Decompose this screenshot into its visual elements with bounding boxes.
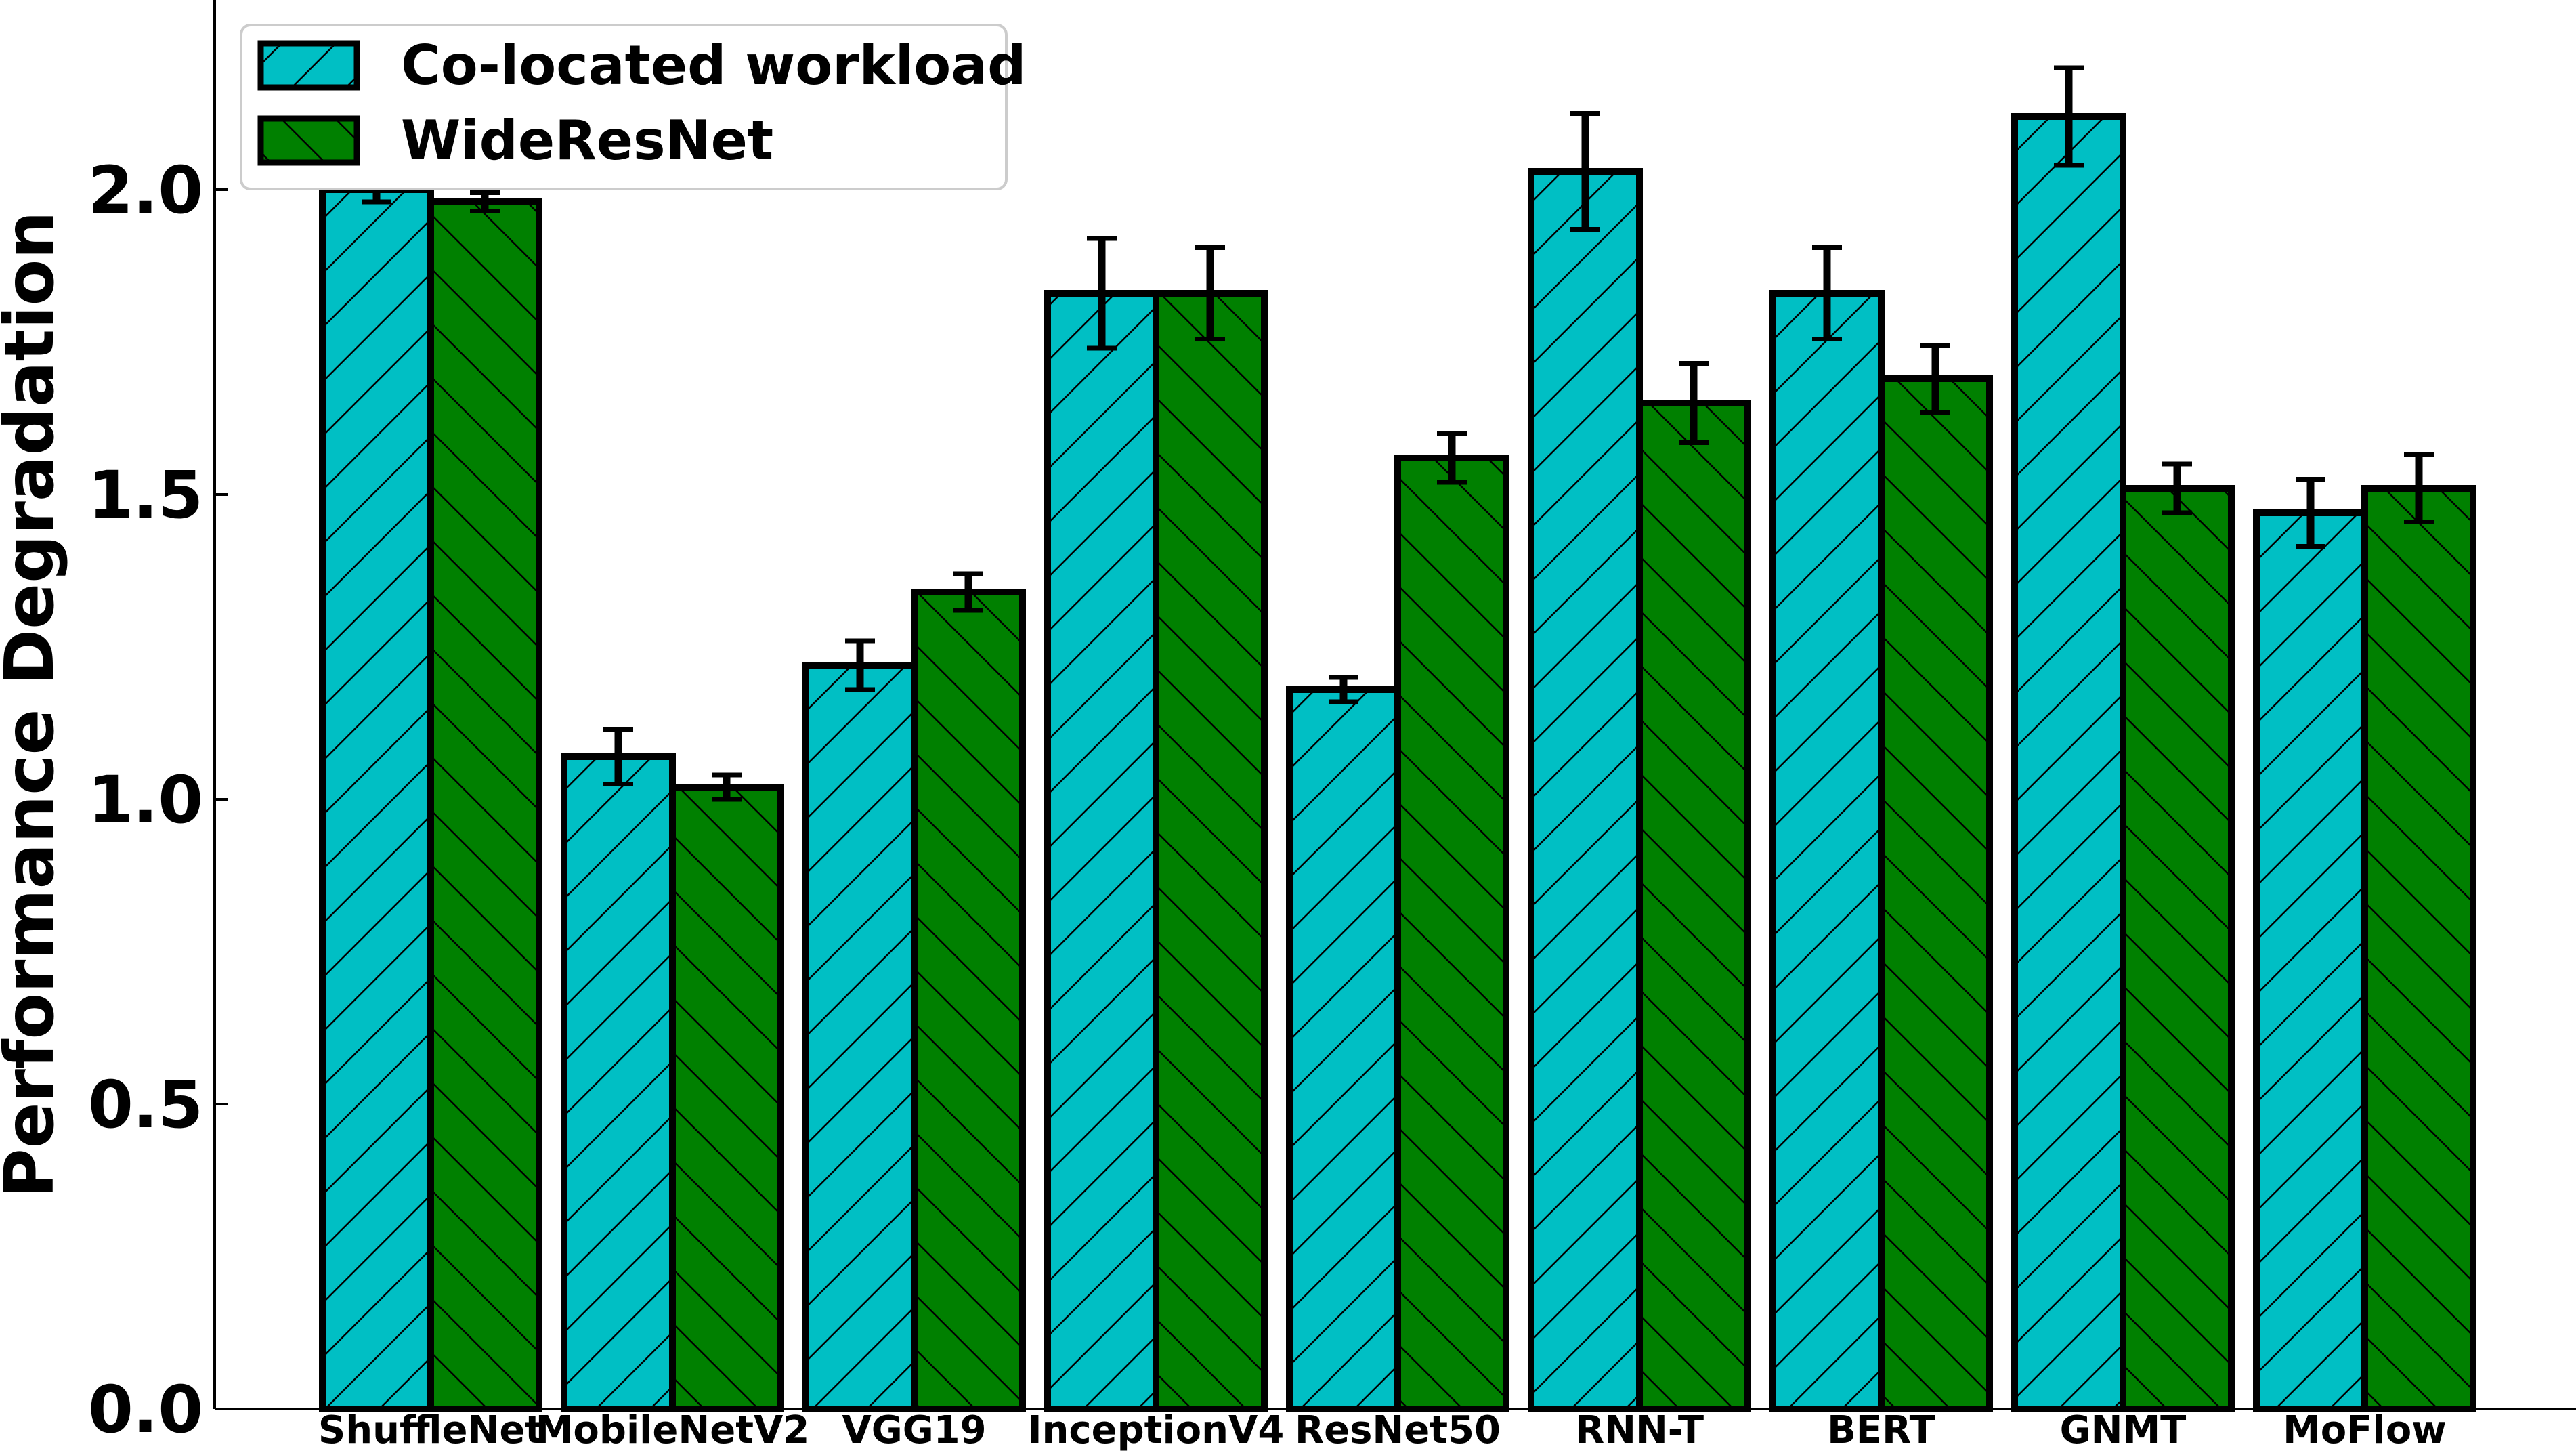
x-tick-label-resnet50: ResNet50 [1295,1408,1501,1452]
y-axis-title: Performance Degradation [0,211,69,1198]
error-bar-colocated-mobilenetv2 [603,727,633,786]
error-bar-wideresnet-inceptionv4 [1195,245,1225,341]
error-bar-wideresnet-gnmt [2162,461,2192,515]
legend-label-wideresnet: WideResNet [401,109,773,172]
y-tick-label: 2.0 [88,152,203,228]
error-bar-wideresnet-resnet50 [1437,431,1467,485]
error-bar-wideresnet-rnn-t [1679,361,1709,445]
x-tick-label-vgg19: VGG19 [842,1408,986,1452]
bar-wideresnet-resnet50 [1394,455,1509,1412]
bar-wideresnet-bert [1878,375,1993,1412]
bar-colocated-inceptionv4 [1044,290,1159,1412]
bar-colocated-vgg19 [802,662,918,1412]
bar-colocated-mobilenetv2 [561,753,676,1412]
bar-wideresnet-shufflenet [427,198,542,1412]
y-tick-label: 1.5 [88,457,203,533]
bar-wideresnet-gnmt [2120,485,2235,1412]
y-ticks-layer: 0.0 0.5 1.0 1.5 2.0 [88,152,228,1448]
error-bar-wideresnet-bert [1920,343,1950,415]
bars-layer [319,113,2476,1412]
x-tick-label-bert: BERT [1827,1408,1935,1452]
legend-box [240,24,1008,190]
bar-colocated-bert [1769,290,1885,1412]
error-bar-colocated-inceptionv4 [1087,236,1117,351]
error-bar-colocated-bert [1812,245,1842,341]
bar-wideresnet-moflow [2361,485,2476,1412]
bar-wideresnet-mobilenetv2 [669,784,784,1412]
error-bar-colocated-moflow [2296,477,2325,549]
bar-wideresnet-rnn-t [1636,400,1751,1412]
legend: Co-located workload WideResNet [240,24,1026,190]
bar-colocated-shufflenet [319,186,434,1412]
error-bar-wideresnet-moflow [2404,452,2434,524]
error-bar-colocated-rnn-t [1570,111,1600,232]
bar-wideresnet-vgg19 [911,589,1026,1412]
bar-colocated-moflow [2253,509,2368,1412]
legend-swatch-colocated [257,40,360,91]
error-bar-wideresnet-mobilenetv2 [712,772,742,802]
y-tick-label: 0.5 [88,1067,203,1143]
bar-colocated-resnet50 [1286,686,1401,1412]
x-tick-label-inceptionv4: InceptionV4 [1028,1408,1285,1452]
y-tick-label: 1.0 [88,762,203,838]
error-bar-colocated-vgg19 [845,638,875,692]
legend-label-colocated: Co-located workload [401,34,1026,97]
bar-wideresnet-inceptionv4 [1153,290,1268,1412]
error-bars-layer [362,65,2434,802]
x-tick-label-rnn-t: RNN-T [1575,1408,1704,1452]
y-tick-label: 0.0 [88,1372,203,1448]
error-bar-wideresnet-vgg19 [953,571,983,613]
x-tick-label-gnmt: GNMT [2060,1408,2187,1452]
legend-swatch-wideresnet [257,115,360,166]
error-bar-colocated-resnet50 [1329,675,1358,704]
error-bar-colocated-gnmt [2054,65,2084,168]
x-tick-label-mobilenetv2: MobileNetV2 [536,1408,810,1452]
bar-colocated-rnn-t [1528,168,1643,1412]
x-tick-label-shufflenet: ShuffleNet [318,1408,543,1452]
x-tick-label-moflow: MoFlow [2283,1408,2447,1452]
bar-colocated-gnmt [2011,113,2126,1412]
error-bar-wideresnet-shufflenet [470,190,500,213]
